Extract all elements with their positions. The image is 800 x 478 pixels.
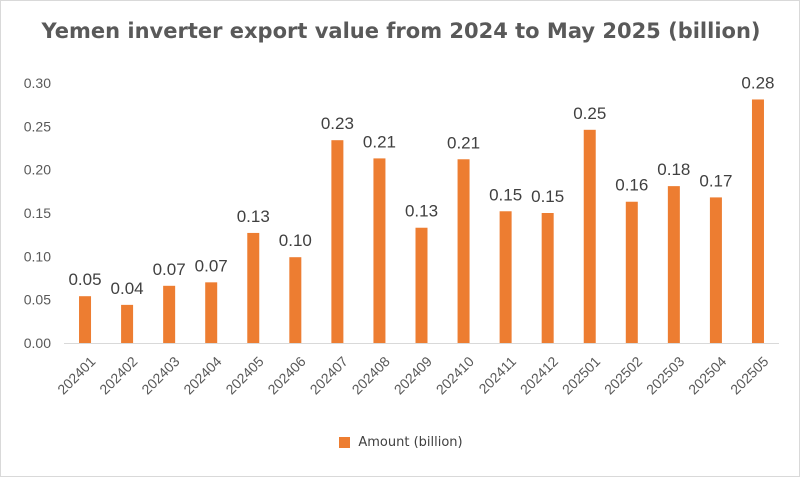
bar: [499, 211, 512, 343]
y-tick-label: 0.05: [24, 292, 51, 308]
bar: [583, 129, 596, 343]
legend-swatch: [339, 437, 351, 448]
y-tick-label: 0.15: [24, 205, 51, 221]
y-tick-label: 0.25: [24, 118, 51, 134]
data-label: 0.25: [573, 104, 606, 123]
bar: [373, 158, 386, 343]
data-label: 0.07: [153, 260, 186, 279]
data-label: 0.04: [111, 279, 144, 298]
y-tick-label: 0.00: [24, 335, 51, 351]
x-tick-label: 202401: [54, 353, 98, 397]
bar: [79, 296, 92, 343]
x-tick-label: 202505: [727, 353, 771, 397]
bar: [415, 227, 428, 343]
x-tick-label: 202504: [685, 353, 729, 397]
bar: [625, 201, 638, 343]
y-tick-label: 0.30: [24, 75, 51, 91]
bar: [121, 304, 134, 343]
bar: [205, 282, 218, 343]
bar: [667, 186, 680, 343]
data-label: 0.05: [68, 270, 101, 289]
x-tick-label: 202409: [391, 353, 435, 397]
x-tick-label: 202501: [559, 353, 603, 397]
data-label: 0.13: [237, 207, 270, 226]
data-label: 0.21: [363, 132, 396, 151]
legend: Amount (billion): [1, 435, 800, 450]
bar: [247, 232, 260, 343]
x-tick-label: 202402: [96, 353, 140, 397]
y-tick-label: 0.20: [24, 162, 51, 178]
data-label: 0.28: [741, 73, 774, 92]
bar: [541, 213, 554, 343]
bar: [457, 159, 470, 343]
x-tick-label: 202503: [643, 353, 687, 397]
x-tick-label: 202410: [433, 353, 477, 397]
x-tick-label: 202404: [180, 353, 224, 397]
x-tick-label: 202403: [138, 353, 182, 397]
data-label: 0.15: [531, 187, 564, 206]
data-label: 0.18: [657, 160, 690, 179]
chart-title: Yemen inverter export value from 2024 to…: [41, 19, 761, 43]
x-tick-label: 202502: [601, 353, 645, 397]
data-label: 0.23: [321, 114, 354, 133]
bar: [163, 285, 176, 343]
data-label: 0.15: [489, 185, 522, 204]
x-tick-label: 202408: [349, 353, 393, 397]
bar: [709, 197, 722, 343]
data-label: 0.21: [447, 133, 480, 152]
bar: [289, 257, 302, 343]
data-label: 0.07: [195, 256, 228, 275]
x-tick-label: 202411: [475, 353, 519, 397]
y-tick-label: 0.10: [24, 248, 51, 264]
bar: [331, 140, 344, 343]
x-tick-label: 202405: [222, 353, 266, 397]
data-label: 0.10: [279, 231, 312, 250]
data-label: 0.17: [699, 171, 732, 190]
data-label: 0.16: [615, 176, 648, 195]
bar: [751, 99, 764, 343]
x-tick-label: 202412: [517, 353, 561, 397]
x-tick-label: 202406: [264, 353, 308, 397]
legend-label: Amount (billion): [358, 435, 463, 450]
data-label: 0.13: [405, 202, 438, 221]
x-tick-label: 202407: [307, 353, 351, 397]
